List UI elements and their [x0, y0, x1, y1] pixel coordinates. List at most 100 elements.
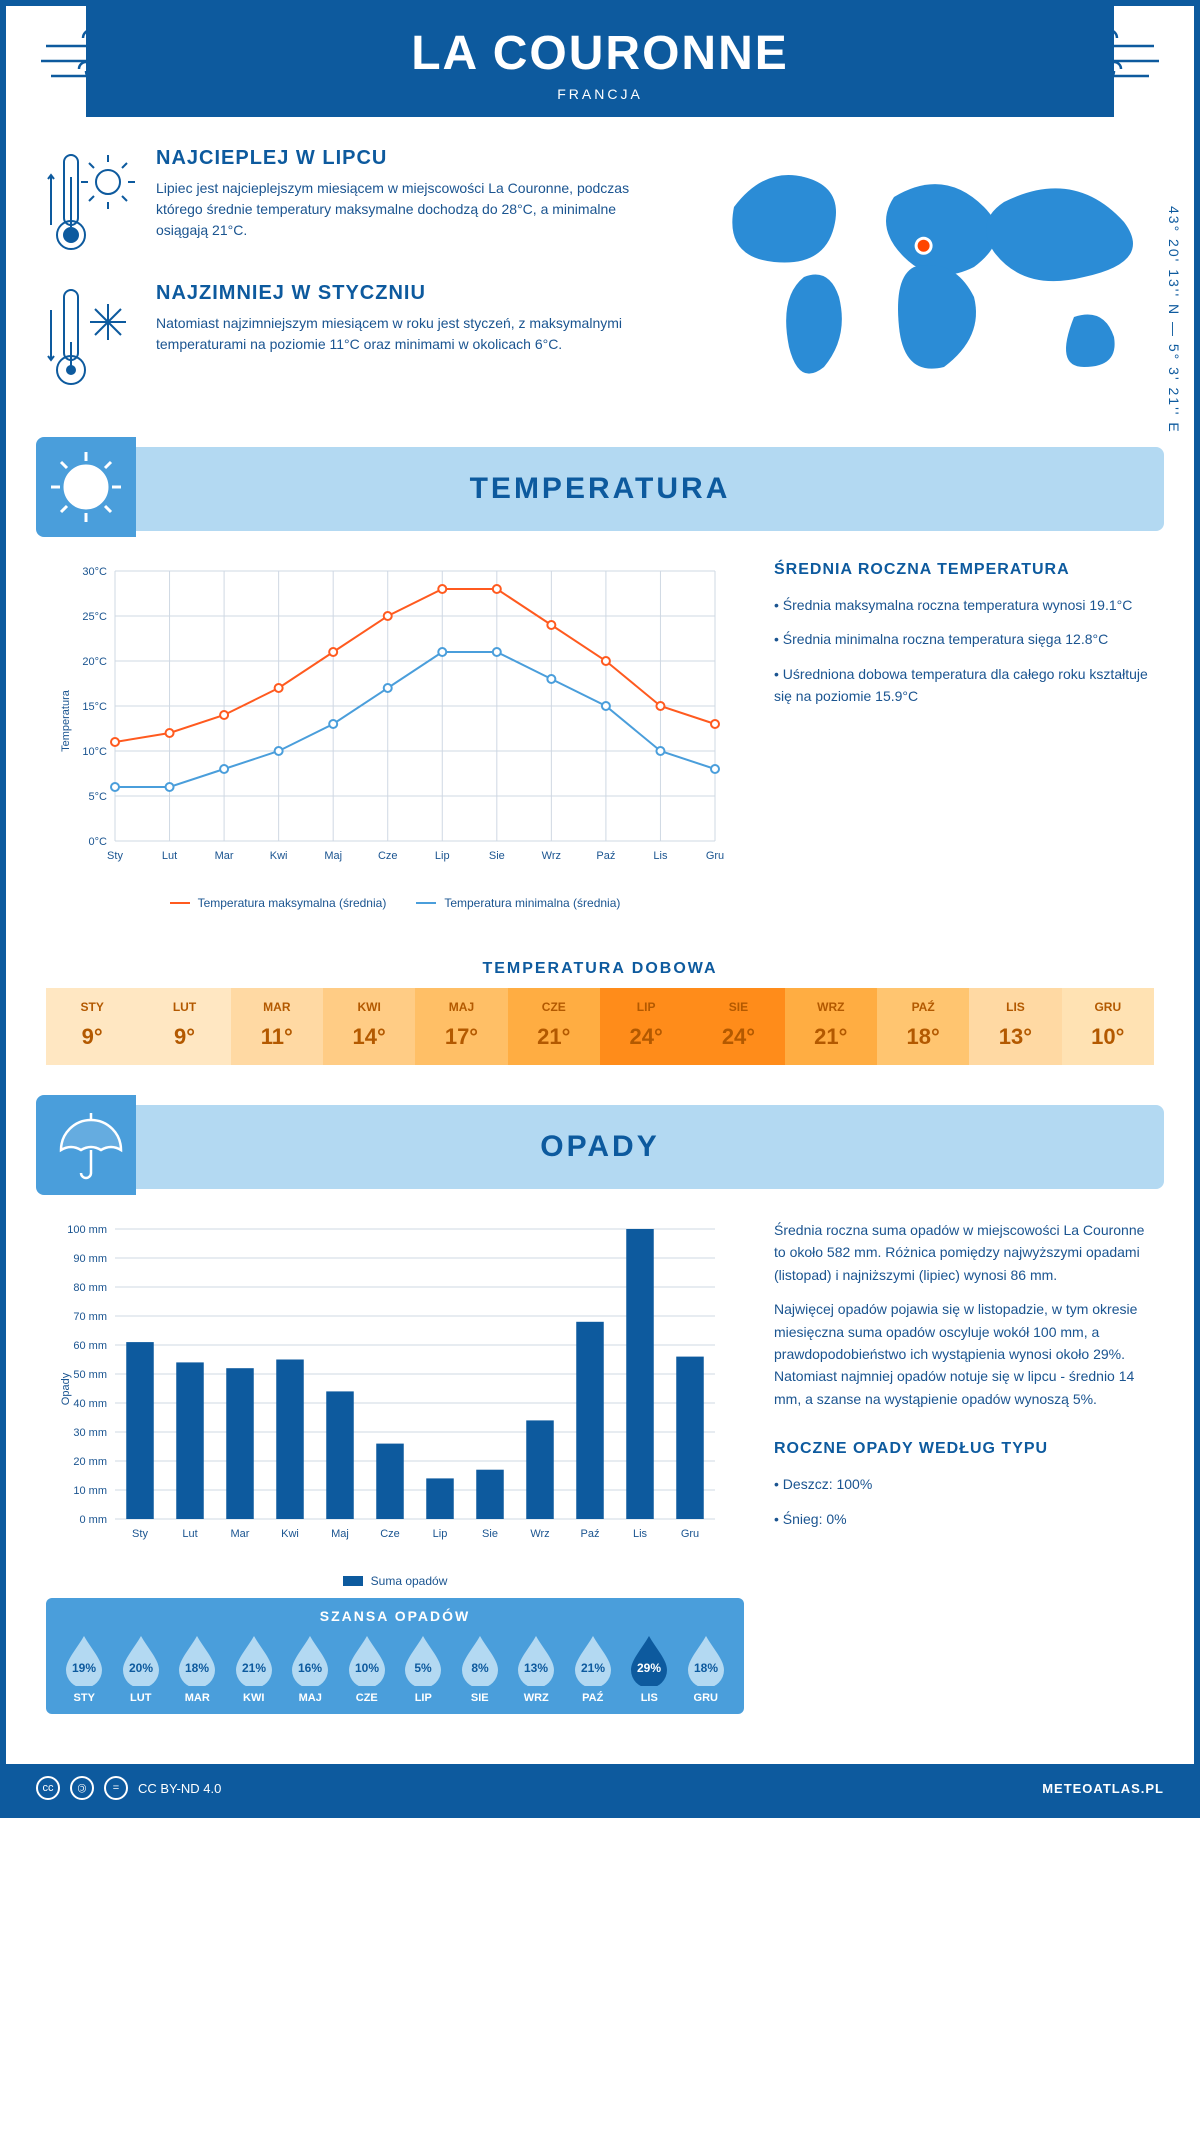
rain-chance-cell: 29%LIS [621, 1634, 678, 1704]
svg-text:Cze: Cze [378, 850, 398, 862]
summary-bullet: • Średnia maksymalna roczna temperatura … [774, 594, 1154, 616]
svg-text:Wrz: Wrz [542, 850, 561, 862]
svg-text:30°C: 30°C [82, 566, 107, 578]
fact-cold-title: NAJZIMNIEJ W STYCZNIU [156, 282, 644, 305]
rain-para-1: Średnia roczna suma opadów w miejscowośc… [774, 1219, 1154, 1286]
svg-text:Lis: Lis [653, 850, 668, 862]
fact-cold-text: Natomiast najzimniejszym miesiącem w rok… [156, 313, 644, 355]
coordinates: 43° 20' 13'' N — 5° 3' 21'' E [1166, 206, 1182, 434]
svg-text:Cze: Cze [380, 1528, 400, 1540]
svg-text:0°C: 0°C [89, 836, 108, 848]
section-header-rain: OPADY [36, 1105, 1164, 1189]
svg-text:Lip: Lip [435, 850, 450, 862]
svg-text:Maj: Maj [331, 1528, 349, 1540]
svg-text:20%: 20% [129, 1661, 153, 1675]
rain-chance-cell: 13%WRZ [508, 1634, 565, 1704]
temperature-summary: ŚREDNIA ROCZNA TEMPERATURA • Średnia mak… [774, 561, 1154, 910]
sun-icon [36, 437, 136, 537]
fact-hot-title: NAJCIEPLEJ W LIPCU [156, 147, 644, 170]
daily-temp-title: TEMPERATURA DOBOWA [6, 960, 1194, 978]
svg-text:Lis: Lis [633, 1528, 648, 1540]
section-title: TEMPERATURA [470, 472, 731, 505]
rain-chance-cell: 18%GRU [678, 1634, 735, 1704]
rain-chance-cell: 8%SIE [452, 1634, 509, 1704]
svg-text:18%: 18% [185, 1661, 209, 1675]
rain-type-title: ROCZNE OPADY WEDŁUG TYPU [774, 1440, 1154, 1458]
svg-text:Kwi: Kwi [281, 1528, 299, 1540]
rain-chart-area: 0 mm10 mm20 mm30 mm40 mm50 mm60 mm70 mm8… [46, 1219, 744, 1714]
svg-text:100 mm: 100 mm [67, 1224, 107, 1236]
svg-text:13%: 13% [524, 1661, 548, 1675]
site-name: METEOATLAS.PL [1042, 1781, 1164, 1796]
legend-rain: Suma opadów [371, 1574, 448, 1588]
svg-text:Lut: Lut [182, 1528, 197, 1540]
svg-text:8%: 8% [471, 1661, 489, 1675]
svg-text:40 mm: 40 mm [73, 1398, 107, 1410]
rain-chance-cell: 10%CZE [339, 1634, 396, 1704]
svg-text:Paź: Paź [596, 850, 615, 862]
svg-text:80 mm: 80 mm [73, 1282, 107, 1294]
svg-text:18%: 18% [694, 1661, 718, 1675]
svg-text:30 mm: 30 mm [73, 1427, 107, 1439]
temperature-chart: 0°C5°C10°C15°C20°C25°C30°CStyLutMarKwiMa… [46, 561, 744, 910]
rain-para-2: Najwięcej opadów pojawia się w listopadz… [774, 1298, 1154, 1410]
footer: cc 🄯 = CC BY-ND 4.0 METEOATLAS.PL [6, 1764, 1194, 1812]
summary-title: ŚREDNIA ROCZNA TEMPERATURA [774, 561, 1154, 579]
cc-icon: cc [36, 1776, 60, 1800]
rain-type-bullet: • Śnieg: 0% [774, 1508, 1154, 1530]
svg-text:Sty: Sty [107, 850, 123, 862]
daily-temp-cell: KWI14° [323, 988, 415, 1065]
svg-text:19%: 19% [72, 1661, 96, 1675]
svg-text:10%: 10% [355, 1661, 379, 1675]
section-title: OPADY [540, 1130, 659, 1163]
facts-column: NAJCIEPLEJ W LIPCU Lipiec jest najcieple… [46, 147, 644, 417]
svg-text:10 mm: 10 mm [73, 1485, 107, 1497]
summary-bullet: • Średnia minimalna roczna temperatura s… [774, 628, 1154, 650]
rain-summary: Średnia roczna suma opadów w miejscowośc… [774, 1219, 1154, 1714]
nd-icon: = [104, 1776, 128, 1800]
daily-temp-cell: GRU10° [1062, 988, 1154, 1065]
fact-hot-text: Lipiec jest najcieplejszym miesiącem w m… [156, 178, 644, 241]
svg-text:Opady: Opady [60, 1372, 72, 1405]
svg-text:Lut: Lut [162, 850, 177, 862]
rain-chance-panel: SZANSA OPADÓW 19%STY20%LUT18%MAR21%KWI16… [46, 1598, 744, 1714]
daily-temp-cell: STY9° [46, 988, 138, 1065]
daily-temp-cell: CZE21° [508, 988, 600, 1065]
svg-text:15°C: 15°C [82, 701, 107, 713]
svg-text:60 mm: 60 mm [73, 1340, 107, 1352]
city-name: LA COURONNE [86, 26, 1114, 81]
svg-text:Wrz: Wrz [530, 1528, 549, 1540]
by-icon: 🄯 [70, 1776, 94, 1800]
svg-text:0 mm: 0 mm [80, 1514, 108, 1526]
daily-temp-cell: PAŹ18° [877, 988, 969, 1065]
fact-hot: NAJCIEPLEJ W LIPCU Lipiec jest najcieple… [46, 147, 644, 257]
svg-text:Sty: Sty [132, 1528, 148, 1540]
rain-chance-cell: 5%LIP [395, 1634, 452, 1704]
svg-text:Gru: Gru [681, 1528, 699, 1540]
daily-temp-cell: SIE24° [692, 988, 784, 1065]
legend-max: Temperatura maksymalna (średnia) [198, 896, 387, 910]
page: LA COURONNE FRANCJA 43° 20' 13'' N — 5° … [0, 0, 1200, 1818]
svg-text:Sie: Sie [489, 850, 505, 862]
svg-text:Gru: Gru [706, 850, 724, 862]
svg-text:Maj: Maj [324, 850, 342, 862]
svg-text:70 mm: 70 mm [73, 1311, 107, 1323]
svg-text:5°C: 5°C [89, 791, 108, 803]
temperature-legend: Temperatura maksymalna (średnia) Tempera… [46, 896, 744, 910]
rain-chance-cell: 18%MAR [169, 1634, 226, 1704]
rain-chance-cell: 21%PAŹ [565, 1634, 622, 1704]
svg-text:Kwi: Kwi [270, 850, 288, 862]
country-name: FRANCJA [86, 86, 1114, 102]
svg-text:Sie: Sie [482, 1528, 498, 1540]
temperature-body: 0°C5°C10°C15°C20°C25°C30°CStyLutMarKwiMa… [6, 531, 1194, 940]
rain-body: 0 mm10 mm20 mm30 mm40 mm50 mm60 mm70 mm8… [6, 1189, 1194, 1744]
header: LA COURONNE FRANCJA [86, 6, 1114, 117]
license-text: CC BY-ND 4.0 [138, 1781, 221, 1796]
svg-text:21%: 21% [581, 1661, 605, 1675]
svg-text:29%: 29% [637, 1661, 661, 1675]
thermometer-snow-icon [46, 282, 136, 392]
svg-text:50 mm: 50 mm [73, 1369, 107, 1381]
svg-text:Temperatura: Temperatura [60, 689, 72, 752]
rain-chance-title: SZANSA OPADÓW [56, 1608, 734, 1624]
umbrella-icon [36, 1095, 136, 1195]
